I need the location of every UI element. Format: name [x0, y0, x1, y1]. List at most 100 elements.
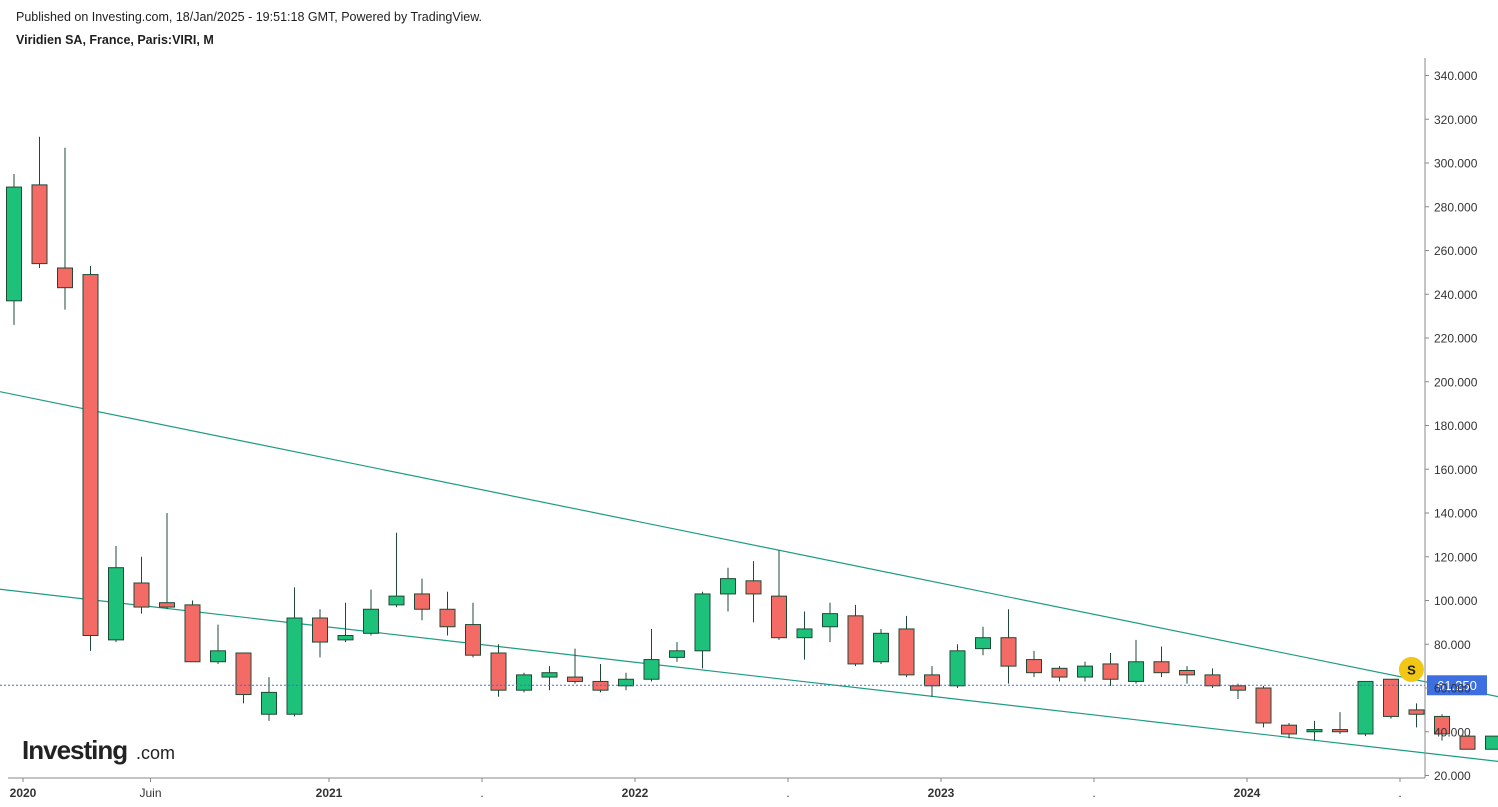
candle-body	[669, 650, 685, 658]
candle	[771, 550, 787, 640]
candle-body	[1230, 685, 1246, 691]
candle-body	[184, 604, 201, 663]
candle-body	[235, 652, 252, 696]
candle-body	[643, 659, 660, 680]
candle-body	[1128, 661, 1144, 682]
candles	[6, 136, 1498, 750]
candle-body	[1179, 670, 1195, 676]
candle-body	[1255, 687, 1272, 724]
x-tick-label: 2024	[1234, 786, 1261, 800]
x-tick-label: Juin	[139, 786, 161, 800]
signal: S	[1398, 656, 1424, 682]
candle-body	[1332, 729, 1348, 733]
candle	[388, 532, 405, 608]
candle	[414, 578, 430, 621]
candle	[975, 626, 991, 656]
candle	[694, 591, 711, 669]
y-tick-label: 160.000	[1434, 463, 1478, 477]
candle-body	[363, 608, 379, 634]
candle-body	[1434, 715, 1450, 735]
x-tick-label: 2020	[10, 786, 37, 800]
y-tick-label: 340.000	[1434, 69, 1478, 83]
candle-body	[822, 613, 838, 628]
candle-body	[1383, 678, 1399, 717]
candle	[541, 666, 558, 691]
candle	[82, 265, 99, 651]
signal-label: S	[1407, 662, 1416, 677]
y-tick-label: 320.000	[1434, 113, 1478, 127]
candle	[873, 628, 889, 664]
published-info: Published on Investing.com, 18/Jan/2025 …	[16, 10, 483, 24]
candle-body	[1026, 659, 1042, 674]
candle	[1408, 703, 1425, 728]
last-price-tag	[1427, 675, 1487, 696]
candle-body	[31, 184, 48, 265]
candle-body	[1485, 735, 1498, 750]
y-tick-label: 200.000	[1434, 375, 1478, 389]
candle	[6, 173, 22, 325]
candle-body	[847, 615, 864, 665]
axes: 340.000 320.000 300.000 280.000 260.000 240.0…	[8, 58, 1478, 800]
y-tick-label: 280.000	[1434, 200, 1478, 214]
x-tick-label: 2023	[928, 786, 955, 800]
candle-body	[541, 672, 558, 678]
x-tick-label: 2021	[316, 786, 343, 800]
y-tick-label: 240.000	[1434, 288, 1478, 302]
candle	[490, 644, 507, 697]
candle-body	[1102, 663, 1119, 680]
last-price-label: 61.250	[1437, 678, 1477, 693]
signal-marker[interactable]	[1398, 656, 1424, 682]
candle-body	[108, 567, 124, 641]
x-tick-label: .	[1092, 786, 1095, 800]
candle	[363, 589, 379, 636]
candle-body	[1077, 665, 1093, 678]
candle	[567, 648, 583, 684]
candle-body	[439, 608, 456, 628]
y-tick-label: 80.000	[1434, 638, 1471, 652]
candle-body	[210, 650, 226, 663]
candle-body	[159, 602, 175, 608]
trendline-2	[0, 588, 1498, 762]
candle	[108, 545, 124, 643]
candle-body	[720, 578, 736, 595]
y-tick-label: 40.000	[1434, 725, 1471, 739]
candle	[312, 609, 328, 658]
candle	[1332, 712, 1348, 734]
candle	[618, 672, 634, 691]
y-tick-label: 140.000	[1434, 507, 1478, 521]
candle	[796, 611, 813, 660]
candle	[133, 556, 150, 614]
x-tick-label: .	[1398, 786, 1401, 800]
candle	[261, 677, 277, 721]
candle-body	[618, 678, 634, 687]
candle	[31, 136, 48, 268]
candle	[898, 615, 915, 678]
candle-body	[771, 595, 787, 639]
y-tick-label: 300.000	[1434, 157, 1478, 171]
candle	[465, 602, 481, 658]
x-tick-label: .	[786, 786, 789, 800]
investing-logo: Investing .com	[22, 735, 175, 765]
candle	[516, 672, 532, 693]
candle	[643, 628, 660, 682]
candle	[1179, 666, 1195, 684]
y-tick-label: 260.000	[1434, 244, 1478, 258]
candle-body	[388, 595, 405, 606]
candle	[184, 600, 201, 663]
candle	[1051, 666, 1068, 682]
candle-body	[975, 637, 991, 650]
candle	[57, 147, 73, 310]
candle	[1102, 653, 1119, 686]
candle	[1077, 661, 1093, 682]
candle-body	[516, 674, 532, 691]
candle-body	[1306, 729, 1323, 733]
y-tick-label: 20.000	[1434, 769, 1471, 783]
last-price: 61.250	[0, 675, 1487, 696]
candle	[847, 604, 864, 667]
candle	[1357, 680, 1374, 737]
y-tick-label: 120.000	[1434, 550, 1478, 564]
candle	[1128, 639, 1144, 684]
y-tick-label: 220.000	[1434, 332, 1478, 346]
candle	[235, 652, 252, 704]
